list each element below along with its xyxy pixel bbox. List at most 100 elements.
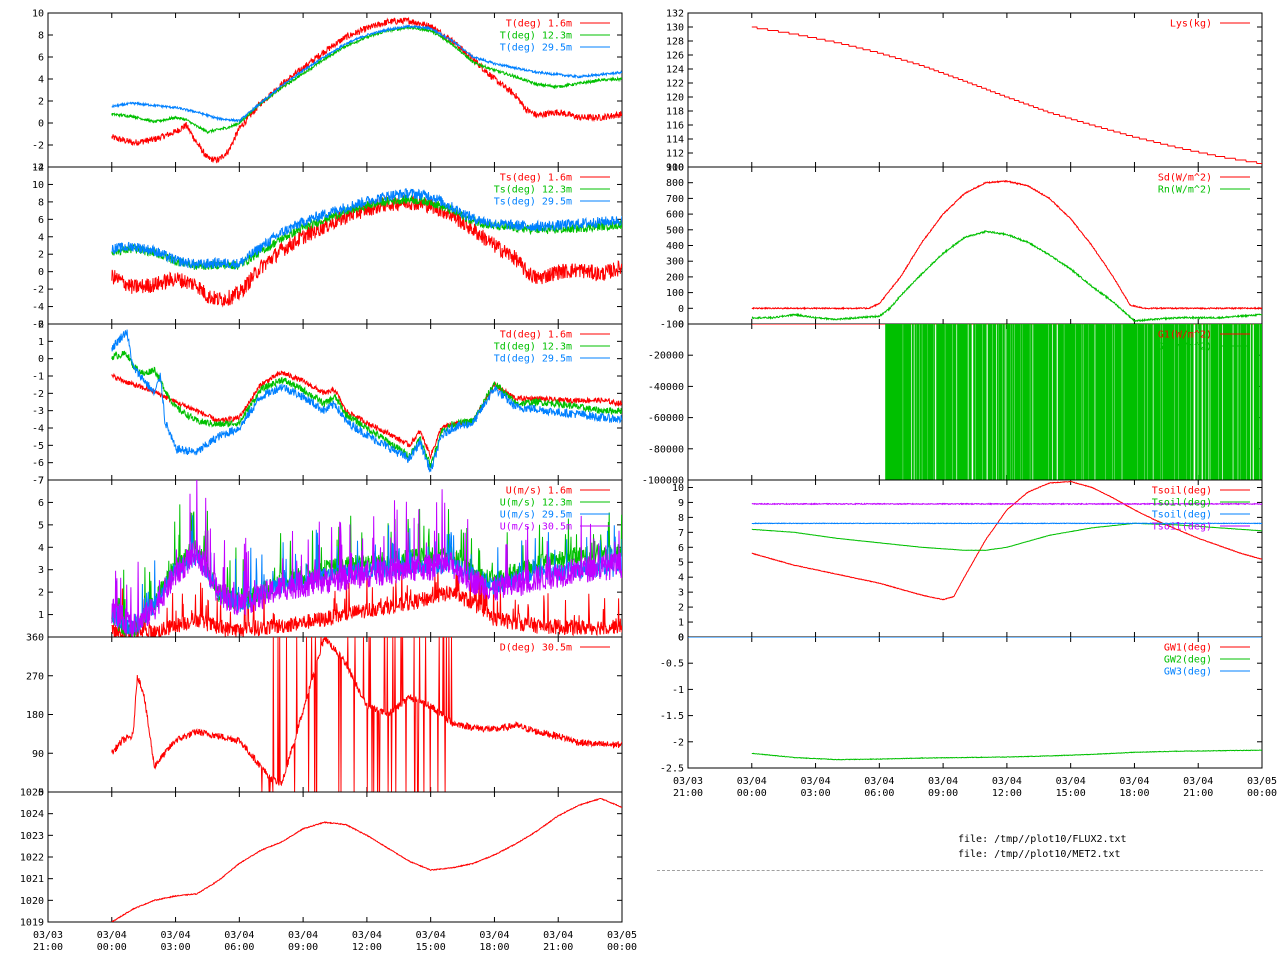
y-tick-label: 100	[666, 288, 684, 299]
y-tick-label: -3	[32, 406, 44, 417]
x-tick-label: 18:00	[1119, 788, 1149, 799]
series-group	[111, 187, 622, 308]
x-tick-label: 09:00	[288, 942, 318, 953]
y-tick-label: -1.5	[660, 711, 684, 722]
x-tick-label: 00:00	[737, 788, 767, 799]
legend-label: G2(W/m^2)	[1158, 342, 1212, 353]
x-tick-label: 03/03	[33, 930, 63, 941]
y-tick-label: -2	[672, 737, 684, 748]
y-tick-label: 112	[666, 149, 684, 160]
x-tick-label: 03/04	[1119, 776, 1149, 787]
y-tick-label: 9	[678, 498, 684, 509]
x-axis-labels-left: 03/0321:0003/0400:0003/0403:0003/0406:00…	[33, 930, 637, 953]
x-tick-label: 03/04	[1056, 776, 1086, 787]
legend-label: G1(W/m^2)	[1158, 330, 1212, 341]
y-tick-label: 5	[678, 558, 684, 569]
legend-label: GW2(deg)	[1164, 655, 1212, 666]
x-tick-label: 03/03	[673, 776, 703, 787]
series-line-1	[751, 749, 1262, 761]
panel-frame	[47, 636, 623, 793]
y-tick-label: 7	[38, 476, 44, 487]
legend-label: U(m/s) 29.5m	[500, 510, 572, 521]
x-tick-label: 00:00	[607, 942, 637, 953]
series-group	[111, 16, 622, 164]
panel-frame	[687, 12, 1263, 168]
y-tick-label: -40000	[648, 382, 684, 393]
y-tick-label: -100000	[642, 476, 684, 487]
y-tick-label: -2	[32, 389, 44, 400]
y-tick-label: -2.5	[660, 764, 684, 775]
x-tick-label: 03/04	[864, 776, 894, 787]
y-tick-label: -5	[32, 441, 44, 452]
legend-label: Rn(W/m^2)	[1158, 185, 1212, 196]
series-group	[111, 480, 622, 637]
legend-label: U(m/s) 12.3m	[500, 498, 572, 509]
y-tick-label: 2	[38, 250, 44, 261]
series-line-0	[111, 370, 622, 460]
series-line-3	[751, 502, 1262, 506]
y-tick-label: 0	[38, 788, 44, 799]
series-line-0	[751, 26, 1262, 164]
y-tick-label: 4	[38, 543, 44, 554]
x-tick-label: 03/04	[352, 930, 382, 941]
x-tick-label: 15:00	[1056, 788, 1086, 799]
legend-label: T(deg) 1.6m	[506, 19, 572, 30]
y-tick-label: 0	[678, 633, 684, 644]
x-tick-label: 03/04	[737, 776, 767, 787]
y-tick-label: 270	[26, 671, 44, 682]
series-line-0	[111, 16, 622, 164]
y-tick-label: -60000	[648, 413, 684, 424]
y-tick-label: 800	[666, 178, 684, 189]
series-line-3	[111, 480, 622, 637]
y-tick-label: 6	[38, 498, 44, 509]
x-tick-label: 06:00	[864, 788, 894, 799]
x-axis-labels-right: 03/0321:0003/0400:0003/0403:0003/0406:00…	[673, 776, 1277, 799]
series-group	[688, 637, 1262, 761]
y-tick-label: 126	[666, 51, 684, 62]
x-tick-label: 03/05	[1247, 776, 1277, 787]
y-tick-label: 0	[38, 119, 44, 130]
y-tick-label: 1025	[20, 788, 44, 799]
y-tick-label: 12	[32, 163, 44, 174]
y-tick-label: 1020	[20, 896, 44, 907]
x-tick-label: 12:00	[992, 788, 1022, 799]
legend-label: GW3(deg)	[1164, 667, 1212, 678]
panel-wind-dir: 0 90 180 270 360 D(deg) 30.5m	[26, 633, 623, 799]
x-tick-label: 12:00	[352, 942, 382, 953]
y-tick-label: 180	[26, 710, 44, 721]
panel-pressure: 1019 1020 1021 1022 1023 1024 1025	[20, 788, 623, 929]
file-label-flux: file: /tmp//plot10/FLUX2.txt	[958, 834, 1127, 845]
y-tick-label: 7	[678, 528, 684, 539]
y-tick-label: 1023	[20, 831, 44, 842]
x-tick-label: 03/04	[161, 930, 191, 941]
y-tick-label: 0	[38, 267, 44, 278]
legend-label: T(deg) 29.5m	[500, 43, 572, 54]
x-tick-label: 06:00	[224, 942, 254, 953]
dashed-separator	[657, 870, 1263, 871]
series-line-1	[111, 350, 622, 469]
y-tick-label: -100	[660, 320, 684, 331]
legend-label: Lys(kg)	[1170, 19, 1212, 30]
x-tick-label: 21:00	[543, 942, 573, 953]
y-tick-label: 1021	[20, 874, 44, 885]
y-tick-label: 6	[38, 53, 44, 64]
series-line-2	[111, 329, 622, 473]
panel-radiation: -1000100200300400500600700800900Sd(W/m^2…	[660, 163, 1263, 331]
series-line-0	[111, 194, 622, 308]
x-tick-label: 00:00	[1247, 788, 1277, 799]
legend-label: Ts(deg) 12.3m	[494, 185, 572, 196]
y-tick-label: -7	[32, 476, 44, 487]
y-tick-label: 2	[38, 320, 44, 331]
series-group	[751, 179, 1262, 323]
y-tick-label: 0	[678, 320, 684, 331]
x-tick-label: 03:00	[161, 942, 191, 953]
x-tick-label: 03/04	[801, 776, 831, 787]
y-tick-label: 3	[38, 565, 44, 576]
x-tick-label: 03/04	[479, 930, 509, 941]
y-tick-label: 4	[38, 75, 44, 86]
x-tick-label: 15:00	[416, 942, 446, 953]
legend-label: Tsoil(deg)	[1152, 522, 1212, 533]
